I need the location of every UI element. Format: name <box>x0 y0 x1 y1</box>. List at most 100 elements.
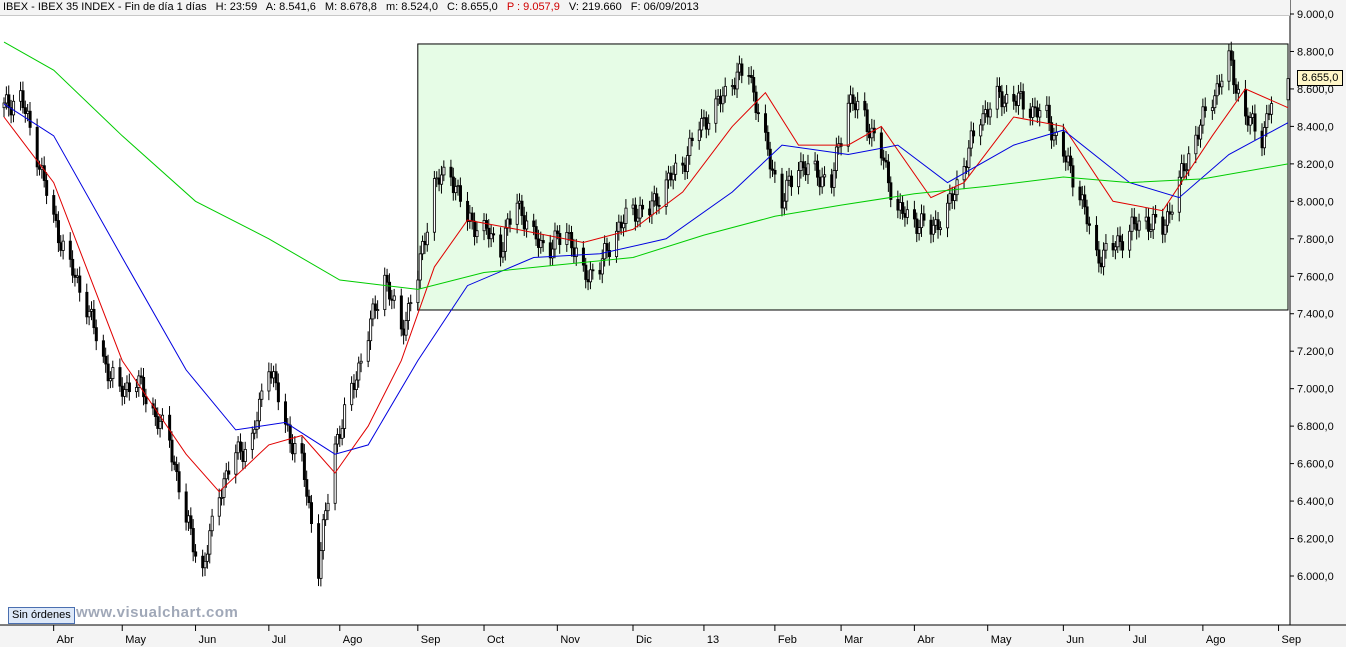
candle-body <box>813 160 817 165</box>
candle-body <box>1161 216 1165 235</box>
candle-body <box>1113 246 1117 251</box>
candle-body <box>492 233 496 236</box>
candle-body <box>175 464 179 473</box>
candle-body <box>123 389 127 397</box>
candle-body <box>764 113 768 133</box>
candle-body <box>1201 106 1205 126</box>
candle-body <box>1154 213 1158 218</box>
candle-body <box>998 85 1002 93</box>
candle-body <box>730 85 734 87</box>
candle-body <box>671 173 675 181</box>
candle-body <box>849 94 853 104</box>
candle-body <box>1118 235 1122 242</box>
candle-body <box>548 242 552 259</box>
header-time: H: 23:59 <box>215 1 258 13</box>
candle-body <box>934 219 938 226</box>
candle-body <box>1149 229 1153 232</box>
candle-body <box>205 553 209 562</box>
candle-body <box>78 275 82 293</box>
candle-body <box>931 224 935 235</box>
candle-body <box>1218 83 1222 88</box>
candle-body <box>35 127 39 168</box>
candle-body <box>797 170 801 188</box>
x-tick-label: Jul <box>272 634 286 646</box>
candle-body <box>42 165 46 181</box>
candle-body <box>234 452 238 475</box>
candle-body <box>470 212 474 222</box>
x-tick-label: Dic <box>636 634 652 646</box>
candle-body <box>321 519 325 551</box>
candle-body <box>771 168 775 171</box>
last-price-tag: 8.655,0 <box>1297 70 1343 86</box>
candle-body <box>1135 223 1139 231</box>
candle-body <box>217 497 221 517</box>
orders-button[interactable]: Sin órdenes <box>8 607 75 624</box>
candle-body <box>707 122 711 130</box>
candle-body <box>532 220 536 227</box>
candle-body <box>806 163 810 176</box>
candle-body <box>603 243 607 260</box>
candle-body <box>1163 224 1167 235</box>
candle-body <box>371 303 375 320</box>
candle-body <box>208 530 212 555</box>
y-tick-label: 7.800,0 <box>1297 234 1334 246</box>
candle-body <box>598 269 602 275</box>
candle-body <box>73 274 77 278</box>
candle-body <box>1196 134 1200 140</box>
candle-body <box>369 318 373 342</box>
candle-body <box>442 166 446 176</box>
candle-body <box>903 213 907 218</box>
candle-body <box>458 185 462 202</box>
candle-body <box>1168 211 1172 215</box>
header-close: C: 8.655,0 <box>447 1 498 13</box>
candle-body <box>220 497 224 499</box>
candle-body <box>499 234 503 258</box>
candle-body <box>111 367 115 379</box>
candle-body <box>948 193 952 204</box>
candle-body <box>697 129 701 142</box>
candle-body <box>269 371 273 379</box>
x-tick-label: Jul <box>1133 634 1147 646</box>
candle-body <box>782 200 786 209</box>
candle-body <box>153 407 157 417</box>
candle-body <box>189 515 193 529</box>
y-tick-label: 7.200,0 <box>1297 346 1334 358</box>
candle-body <box>432 178 436 233</box>
header-volume: V: 219.660 <box>568 1 622 13</box>
candle-body <box>1080 194 1084 201</box>
candle-body <box>390 298 394 301</box>
candle-body <box>239 441 243 452</box>
candle-body <box>541 240 545 244</box>
x-axis-panel <box>0 625 1346 647</box>
candle-body <box>1014 100 1018 106</box>
candle-body <box>863 100 867 111</box>
candle-body <box>1071 165 1075 188</box>
candle-body <box>1251 113 1255 118</box>
candle-body <box>865 109 869 132</box>
candle-body <box>704 117 708 130</box>
candle-body <box>936 219 940 230</box>
y-tick-label: 6.000,0 <box>1297 571 1334 583</box>
candle-body <box>373 303 377 311</box>
instrument-name: IBEX - IBEX 35 INDEX - Fin de día 1 días <box>3 1 207 13</box>
x-tick-label: Oct <box>487 634 504 646</box>
candle-body <box>423 240 427 246</box>
ma_slow-line <box>3 41 1289 290</box>
candle-body <box>1021 91 1025 110</box>
candle-body <box>85 291 89 318</box>
candle-body <box>638 204 642 219</box>
candle-body <box>388 281 392 300</box>
candle-body <box>1265 113 1269 128</box>
candle-body <box>1215 83 1219 97</box>
candle-body <box>187 515 191 523</box>
candle-body <box>1253 113 1257 132</box>
candle-body <box>255 420 259 430</box>
candle-body <box>617 221 621 232</box>
candle-body <box>896 199 900 211</box>
candle-body <box>518 200 522 204</box>
candle-body <box>118 367 122 387</box>
candle-body <box>901 202 905 214</box>
candle-body <box>1085 206 1089 225</box>
candle-body <box>1099 262 1103 268</box>
candle-body <box>402 328 406 336</box>
